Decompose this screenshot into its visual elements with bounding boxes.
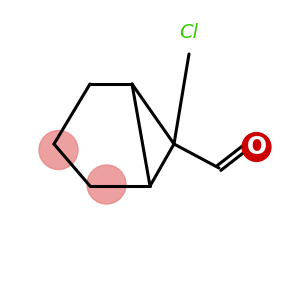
Circle shape (242, 133, 271, 161)
Circle shape (39, 130, 78, 170)
Text: Cl: Cl (179, 23, 199, 42)
Circle shape (87, 165, 126, 204)
Text: O: O (246, 135, 267, 159)
